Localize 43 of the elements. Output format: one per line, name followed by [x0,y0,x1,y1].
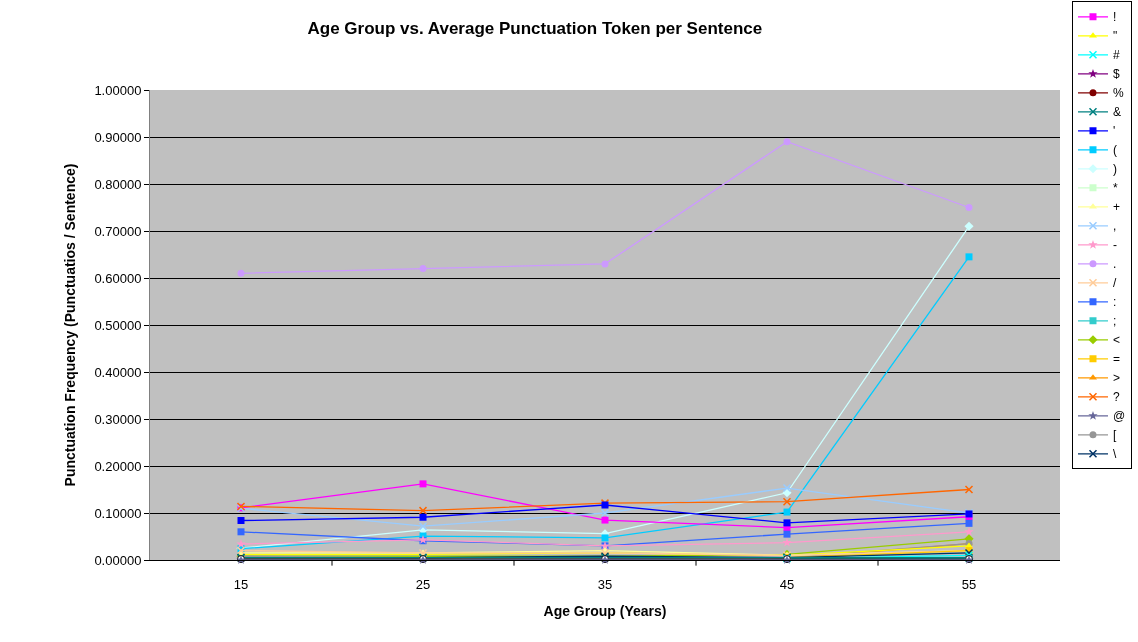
y-tick-label: 0.00000 [94,552,142,568]
y-tick-label: 0.70000 [94,223,142,239]
legend-label: ' [1113,124,1116,139]
y-axis-title: Punctuation Frequency (Punctuatios / Sentence) [62,163,78,487]
legend-label: # [1113,48,1120,63]
legend-label: ( [1113,143,1117,158]
legend-label: ? [1113,390,1120,405]
legend-label: : [1113,295,1117,310]
legend-label: > [1113,371,1121,386]
legend-label: = [1113,352,1121,367]
legend-label: - [1113,238,1117,253]
y-tick-label: 0.40000 [94,364,142,380]
y-tick-label: 0.30000 [94,411,142,427]
legend-label: * [1113,181,1118,196]
legend-label: % [1113,86,1124,101]
legend-label: ) [1113,162,1117,177]
legend-label: @ [1113,409,1126,424]
x-axis-title: Age Group (Years) [543,602,667,619]
legend-label: , [1113,219,1117,234]
legend-label: . [1113,257,1117,272]
y-tick-label: 0.20000 [94,458,142,474]
legend-label: $ [1113,67,1120,82]
legend-label: / [1113,276,1117,291]
legend-label: ; [1113,314,1117,329]
legend-label: \ [1113,447,1117,462]
chart-title: Age Group vs. Average Punctuation Token per Sentence [307,19,763,39]
legend-label: [ [1113,428,1117,443]
x-tick-label: 15 [233,576,249,592]
y-tick-label: 0.80000 [94,176,142,192]
legend-label: ! [1113,10,1117,25]
y-tick-label: 0.90000 [94,129,142,145]
y-tick-label: 1.00000 [94,82,142,98]
legend-label: + [1113,200,1121,215]
x-tick-label: 35 [597,576,613,592]
x-tick-label: 45 [779,576,795,592]
x-tick-label: 55 [961,576,977,592]
y-tick-label: 0.60000 [94,270,142,286]
x-tick-label: 25 [415,576,431,592]
legend-label: & [1113,105,1122,120]
legend-label: < [1113,333,1121,348]
legend-label: " [1113,29,1118,44]
y-tick-label: 0.50000 [94,317,142,333]
y-tick-label: 0.10000 [94,505,142,521]
